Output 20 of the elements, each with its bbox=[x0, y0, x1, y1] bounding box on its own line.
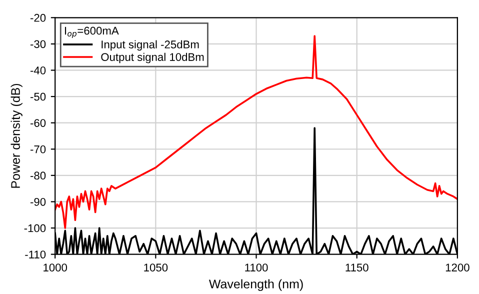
y-tick-label: -100 bbox=[24, 224, 46, 232]
x-tick-label: 1150 bbox=[346, 264, 368, 272]
y-tick-label: -70 bbox=[30, 145, 46, 154]
y-tick-label: -60 bbox=[30, 119, 46, 127]
x-tick-label: 1200 bbox=[446, 264, 470, 272]
x-tick-label: 1000 bbox=[44, 264, 68, 272]
legend-title: I$_{op}$=600mA bbox=[65, 26, 119, 38]
legend-label: Input signal -25dBm bbox=[102, 40, 199, 51]
y-tick-label: -40 bbox=[30, 66, 46, 74]
x-tick-label: 1050 bbox=[144, 264, 168, 272]
y-tick-label: -110 bbox=[25, 250, 46, 258]
y-tick-label: -80 bbox=[30, 172, 46, 180]
y-axis-title: Power density (dB) bbox=[10, 84, 22, 188]
y-tick-label: -20 bbox=[30, 14, 46, 22]
x-tick-label: 1100 bbox=[245, 264, 268, 272]
y-tick-label: -50 bbox=[30, 92, 46, 101]
legend-label: Output signal 10dBm bbox=[101, 52, 204, 64]
y-tick-label: -90 bbox=[30, 198, 46, 206]
x-axis-title: Wavelength (nm) bbox=[208, 279, 303, 291]
y-tick-label: -30 bbox=[30, 40, 46, 48]
